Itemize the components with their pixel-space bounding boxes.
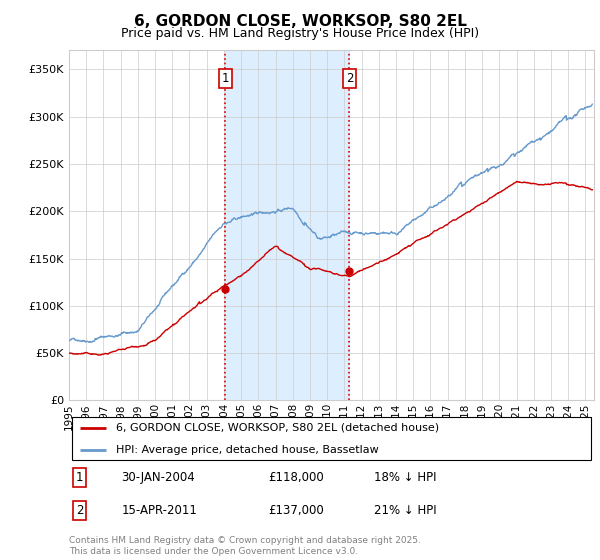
FancyBboxPatch shape [71,417,592,460]
Text: 2: 2 [76,503,83,516]
Text: HPI: Average price, detached house, Bassetlaw: HPI: Average price, detached house, Bass… [116,445,379,455]
Text: Price paid vs. HM Land Registry's House Price Index (HPI): Price paid vs. HM Land Registry's House … [121,27,479,40]
Text: £137,000: £137,000 [269,503,324,516]
Text: 6, GORDON CLOSE, WORKSOP, S80 2EL: 6, GORDON CLOSE, WORKSOP, S80 2EL [134,14,466,29]
Text: 21% ↓ HPI: 21% ↓ HPI [373,503,436,516]
Text: 6, GORDON CLOSE, WORKSOP, S80 2EL (detached house): 6, GORDON CLOSE, WORKSOP, S80 2EL (detac… [116,423,439,433]
Text: 30-JAN-2004: 30-JAN-2004 [121,471,195,484]
Text: 18% ↓ HPI: 18% ↓ HPI [373,471,436,484]
Text: 1: 1 [76,471,83,484]
Text: £118,000: £118,000 [269,471,324,484]
Text: 15-APR-2011: 15-APR-2011 [121,503,197,516]
Text: 2: 2 [346,72,353,85]
Text: Contains HM Land Registry data © Crown copyright and database right 2025.
This d: Contains HM Land Registry data © Crown c… [69,536,421,556]
Bar [225,50,349,400]
Text: 1: 1 [221,72,229,85]
